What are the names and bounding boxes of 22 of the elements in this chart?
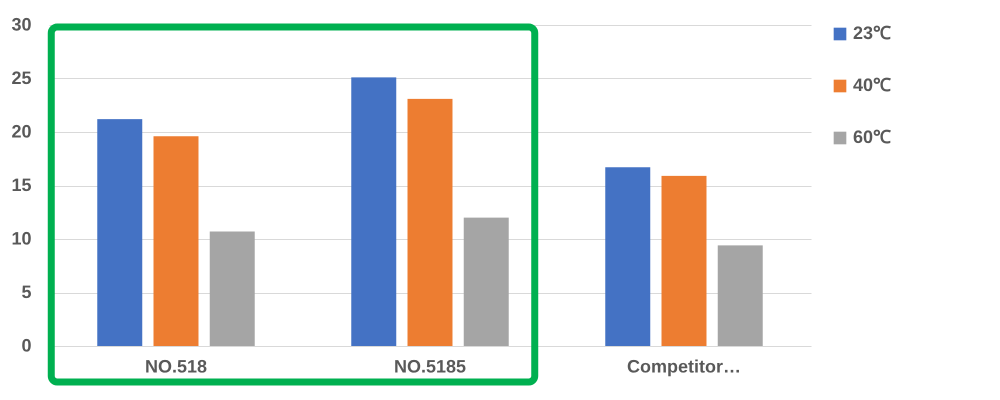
x-tick-label: Competitor… [627,356,741,376]
y-tick-label: 10 [11,228,32,248]
y-tick-label: 15 [11,175,32,195]
x-tick-label: NO.5185 [394,356,466,376]
y-tick-label: 25 [11,68,32,88]
y-tick-label: 30 [11,14,32,34]
bar [97,119,142,346]
legend-label: 60℃ [853,127,892,147]
x-tick-label: NO.518 [144,356,208,376]
y-tick-label: 20 [11,122,32,142]
bar [351,77,396,346]
legend-label: 40℃ [853,75,892,95]
y-tick-label: 0 [21,336,32,356]
bar [662,176,706,346]
y-tick-label: 5 [21,282,32,302]
bar [718,245,763,346]
bar [605,167,650,346]
bar [154,136,198,346]
bar [464,218,509,346]
bar [408,98,452,346]
bar [210,232,255,346]
legend-label: 23℃ [853,23,892,43]
